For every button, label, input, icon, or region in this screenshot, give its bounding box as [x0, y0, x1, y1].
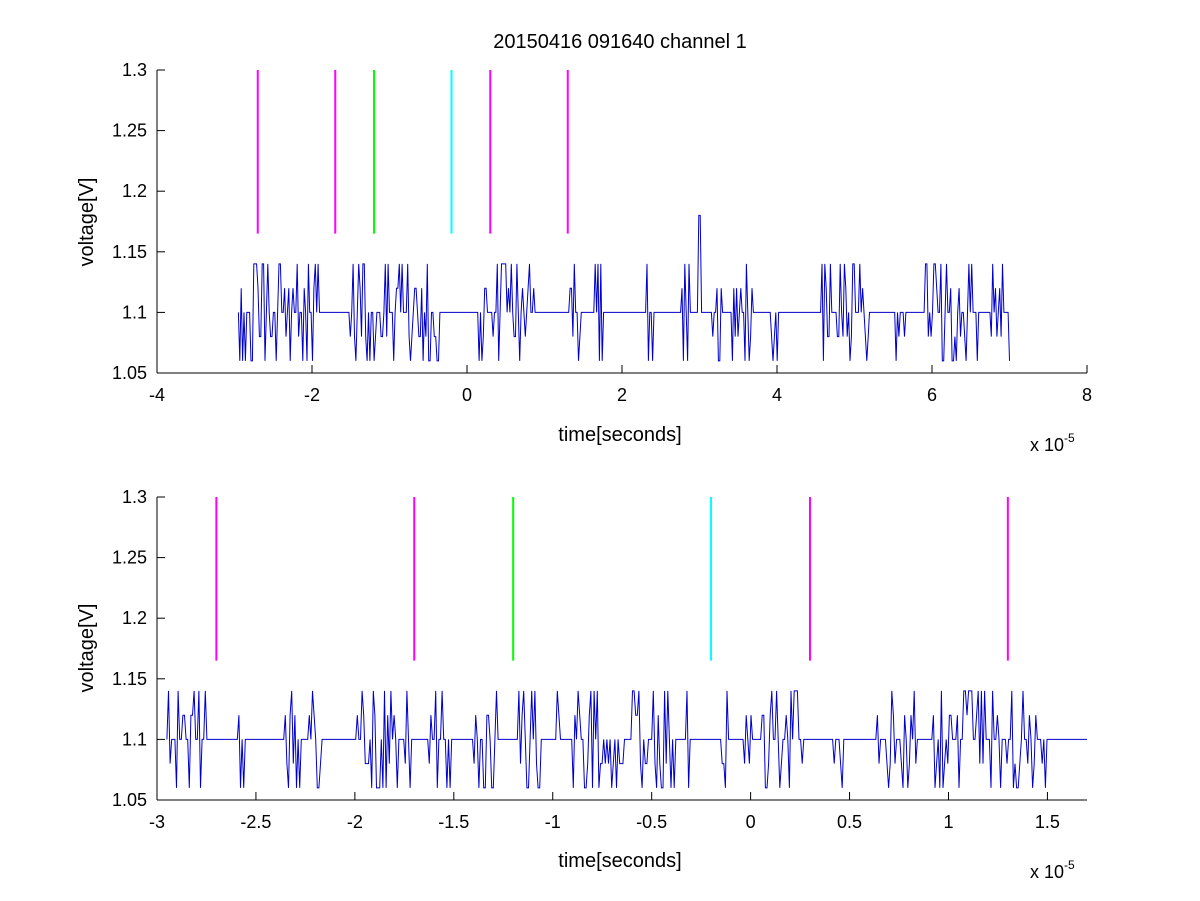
x-tick-label-top-4: 4 — [772, 385, 782, 405]
y-tick-label-top-2: 1.15 — [112, 242, 147, 262]
x-tick-label-bottom-3: -1.5 — [438, 812, 469, 832]
y-axis-label-bottom: voltage[V] — [76, 604, 98, 693]
x-axis-label-bottom: time[seconds] — [558, 850, 681, 872]
y-tick-label-top-3: 1.2 — [122, 181, 147, 201]
x-tick-label-top-2: 0 — [462, 385, 472, 405]
x-axis-label-top: time[seconds] — [558, 424, 681, 446]
x-tick-label-top-3: 2 — [617, 385, 627, 405]
plot-bottom: -3 -2.5 -2 -1.5 -1 -0.5 0 0.5 1 1.5 1.051.11.151.… — [76, 487, 1087, 882]
x-tick-label-bottom-5: -0.5 — [636, 812, 667, 832]
y-tick-label-bottom-3: 1.2 — [122, 608, 147, 628]
y-tick-label-bottom-2: 1.15 — [112, 669, 147, 689]
x-tick-label-bottom-6: 0 — [746, 812, 756, 832]
x-tick-label-bottom-8: 1 — [943, 812, 953, 832]
x-exponent-power-top: -5 — [1064, 431, 1075, 445]
y-tick-label-top-5: 1.3 — [122, 60, 147, 80]
plot-top: -4 -2 0 2 4 6 8 1.05 1.1 1.15 1.2 1.25 1.3 time[sec… — [76, 60, 1092, 455]
axes-bottom — [156, 497, 1087, 801]
signal-trace-bottom — [166, 690, 1087, 789]
x-tick-label-top-0: -4 — [149, 385, 165, 405]
y-tick-label-bottom-5: 1.3 — [122, 487, 147, 507]
marker-lines-top — [256, 70, 569, 234]
x-exponent-bottom: x 10-5 — [1030, 858, 1075, 882]
x-exponent-top: x 10-5 — [1030, 431, 1075, 455]
y-tick-label-top-0: 1.05 — [112, 363, 147, 383]
y-tick-label-top-1: 1.1 — [122, 302, 147, 322]
y-ticks-bottom: 1.05 1.1 1.15 1.2 1.25 1.3 — [112, 487, 165, 810]
y-axis-label-top: voltage[V] — [76, 178, 98, 267]
x-ticks-bottom: -3 -2.5 -2 -1.5 -1 -0.5 0 0.5 1 1.5 — [149, 792, 1060, 832]
x-exponent-base-bottom: x 10 — [1030, 862, 1064, 882]
marker-lines-bottom — [215, 497, 1009, 661]
figure-title: 20150416 091640 channel 1 — [493, 31, 747, 53]
x-tick-label-bottom-0: -3 — [149, 812, 165, 832]
signal-line-top — [237, 214, 1010, 362]
x-tick-label-bottom-9: 1.5 — [1035, 812, 1060, 832]
x-tick-label-top-1: -2 — [304, 385, 320, 405]
y-tick-label-bottom-1: 1.1 — [122, 729, 147, 749]
x-exponent-base-top: x 10 — [1030, 435, 1064, 455]
x-ticks-top: -4 -2 0 2 4 6 8 — [149, 365, 1092, 405]
x-tick-label-bottom-4: -1 — [545, 812, 561, 832]
x-tick-label-top-5: 6 — [927, 385, 937, 405]
x-tick-label-top-6: 8 — [1082, 385, 1092, 405]
signal-trace-top — [237, 214, 1010, 362]
axes-top — [156, 70, 1087, 374]
x-tick-label-bottom-1: -2.5 — [240, 812, 271, 832]
x-tick-label-bottom-7: 0.5 — [837, 812, 862, 832]
y-tick-label-top-4: 1.25 — [112, 121, 147, 141]
y-tick-label-bottom-0: 1.05 — [112, 790, 147, 810]
x-exponent-power-bottom: -5 — [1064, 858, 1075, 872]
y-tick-label-bottom-4: 1.25 — [112, 548, 147, 568]
x-tick-label-bottom-2: -2 — [347, 812, 363, 832]
signal-line-bottom — [166, 690, 1087, 789]
y-ticks-top: 1.05 1.1 1.15 1.2 1.25 1.3 — [112, 60, 165, 383]
